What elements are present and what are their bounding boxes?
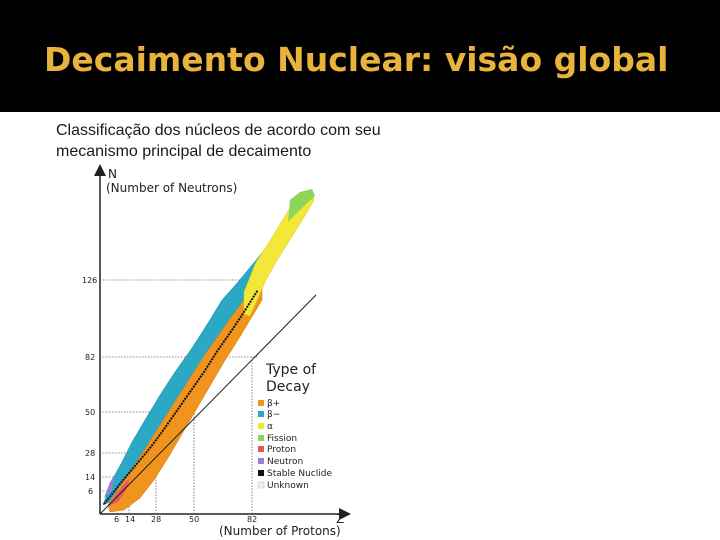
y-tick: 126 (82, 276, 97, 285)
x-tick: 28 (151, 515, 161, 524)
x-tick: 82 (247, 515, 257, 524)
n-equals-z-line (99, 294, 317, 515)
title-bar (0, 0, 720, 112)
legend-background (260, 358, 322, 492)
legend-swatch-neutron (258, 458, 264, 464)
legend-swatch-beta-minus (258, 411, 264, 417)
slide-title: Decaimento Nuclear: visão global (44, 40, 669, 79)
x-axis-label: (Number of Protons) (219, 524, 341, 538)
nuclide-chart: N (Number of Neutrons) 126 82 50 28 14 6… (82, 164, 351, 538)
legend-label-alpha: α (267, 422, 273, 432)
legend-swatch-unknown (257, 481, 265, 489)
x-tick: 14 (125, 515, 135, 524)
y-tick: 82 (85, 353, 95, 362)
slide-subtitle: Classificação dos núcleos de acordo com … (56, 122, 381, 160)
legend-label-neutron: Neutron (267, 457, 303, 467)
x-tick: 50 (189, 515, 199, 524)
fission-region (288, 189, 315, 222)
beta-plus-region (107, 275, 263, 513)
legend-label-beta-plus: β+ (267, 399, 280, 409)
y-tick: 50 (85, 408, 95, 417)
alpha-region (243, 189, 315, 317)
legend-label-beta-minus: β− (267, 410, 280, 420)
x-tick: 6 (114, 515, 119, 524)
stability-line (103, 289, 259, 505)
legend-swatch-proton (258, 446, 264, 452)
x-axis-letter: Z (336, 512, 344, 526)
y-tick: 14 (85, 473, 95, 482)
legend-label-proton: Proton (267, 445, 296, 455)
legend: Type of Decay β+ β− α Fission Proton Neu… (257, 358, 332, 492)
y-tick: 6 (88, 487, 93, 496)
legend-swatch-fission (258, 435, 264, 441)
legend-label-stable: Stable Nuclide (267, 469, 332, 479)
y-tick: 28 (85, 449, 95, 458)
legend-swatch-alpha (258, 423, 264, 429)
proton-emitter-region (108, 478, 130, 506)
legend-title-line1: Type of (265, 362, 317, 378)
y-axis-label: (Number of Neutrons) (106, 181, 237, 195)
legend-swatch-stable (258, 470, 264, 476)
neutron-emitter-region (104, 476, 114, 498)
y-axis-letter: N (108, 167, 117, 181)
legend-swatch-beta-plus (258, 400, 264, 406)
legend-title-line2: Decay (266, 379, 310, 395)
legend-label-fission: Fission (267, 434, 297, 444)
legend-label-unknown: Unknown (267, 481, 309, 491)
